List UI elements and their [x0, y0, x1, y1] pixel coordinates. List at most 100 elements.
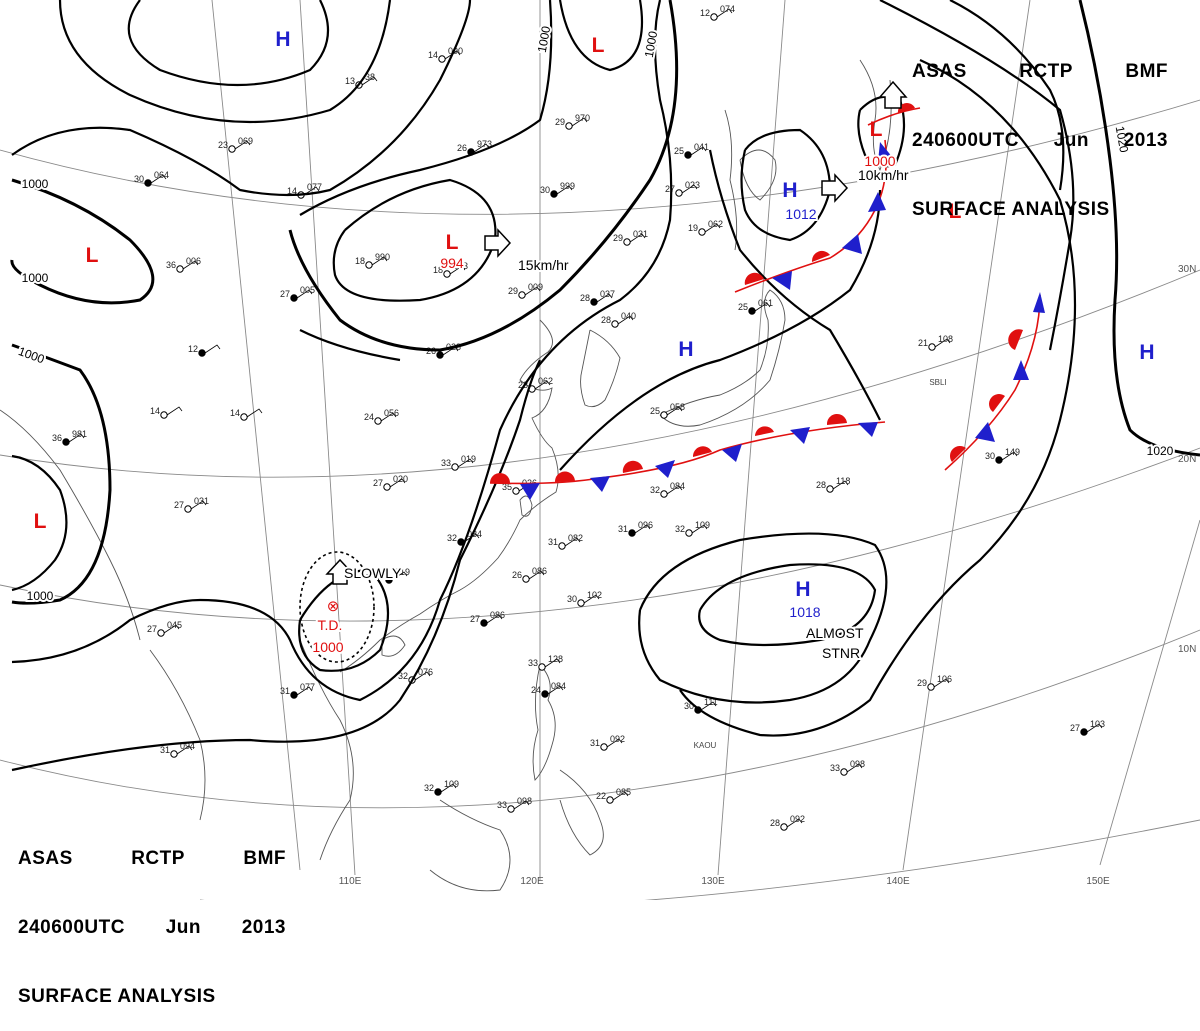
station-pressure: 098: [850, 759, 865, 769]
station-temperature: 22: [596, 791, 606, 801]
station-pressure: 085: [616, 787, 631, 797]
station-pressure: 990: [375, 252, 390, 262]
storm-pressure-label: 1000: [312, 639, 343, 655]
station-cloud-icon: [522, 575, 530, 583]
station-plot: 27 005: [280, 285, 315, 302]
station-plot: 30 149: [985, 447, 1020, 464]
wind-barb-icon: [934, 338, 951, 348]
header-line-1: ASAS RCTP BMF: [18, 847, 286, 870]
isobar: [638, 532, 888, 704]
isobar: [299, 329, 401, 362]
station-plot: 24 084: [531, 681, 566, 698]
station-temperature: 28: [816, 480, 826, 490]
station-pressure: 064: [154, 170, 169, 180]
station-pressure: 005: [300, 285, 315, 295]
wind-barb-icon: [204, 344, 221, 354]
station-pressure: 149: [1005, 447, 1020, 457]
isobar: [679, 58, 1077, 737]
station-pressure: 062: [538, 376, 553, 386]
station-temperature: 12: [700, 8, 710, 18]
pressure-centers: H L H L L H L L H L H: [34, 28, 1155, 601]
station-temperature: 14: [287, 186, 297, 196]
station-temperature: 32: [650, 485, 660, 495]
station-pressure: 041: [694, 142, 709, 152]
station-temperature: 25: [738, 302, 748, 312]
station-temperature: 12: [188, 344, 198, 354]
station-cloud-icon: [660, 490, 668, 498]
longitude-label: 110E: [339, 876, 362, 887]
meridian-line: [902, 0, 1031, 871]
station-plot: 32 109: [675, 520, 710, 537]
station-cloud-icon: [826, 485, 834, 493]
meridian-line: [1099, 519, 1200, 866]
station-cloud-icon: [623, 238, 631, 246]
wind-barb-icon: [246, 408, 263, 418]
station-plot: 19 062: [688, 219, 723, 236]
header-agency: ASAS: [18, 848, 73, 869]
station-plot: 26 086: [512, 566, 547, 583]
wind-barb-icon: [556, 185, 573, 195]
low-pressure-center: L: [86, 244, 99, 267]
station-plot: 27 023: [665, 180, 700, 197]
station-pressure: 062: [708, 219, 723, 229]
station-plot: 18 983: [433, 261, 468, 278]
station-pressure: 020: [393, 474, 408, 484]
station-temperature: 32: [675, 524, 685, 534]
station-plot: 31 077: [280, 682, 315, 699]
wind-barb-icon: [440, 783, 457, 793]
station-temperature: 28: [580, 293, 590, 303]
station-cloud-icon: [558, 542, 566, 550]
wind-barb-icon: [234, 140, 251, 150]
station-cloud-icon: [685, 529, 693, 537]
station-cloud-icon: [538, 663, 546, 671]
front-symbols-cold: [975, 292, 1045, 442]
wind-barb-icon: [1086, 723, 1103, 733]
station-plot: 33 019: [441, 454, 476, 471]
station-temperature: 32: [447, 533, 457, 543]
storm-area-circle: [299, 551, 375, 663]
map-header-bottom-left: ASAS RCTP BMF 240600UTC Jun 2013 SURFACE…: [18, 801, 286, 1031]
station-cloud-icon: [198, 349, 206, 357]
graticule: [0, 0, 1200, 900]
wind-barb-icon: [933, 678, 950, 688]
header-title: SURFACE ANALYSIS: [912, 199, 1110, 220]
station-plot: 33 128: [528, 654, 563, 671]
station-pressure: 023: [685, 180, 700, 190]
isobar: [11, 359, 541, 772]
station-temperature: 29: [613, 233, 623, 243]
isobar-value-label: 1000: [642, 30, 660, 59]
station-pressure: 38: [365, 72, 375, 82]
station-pressure: 019: [395, 567, 410, 577]
motion-arrow-icon: [878, 80, 908, 109]
station-temperature: 19: [688, 223, 698, 233]
station-temperature: 33: [830, 763, 840, 773]
station-cloud-icon: [480, 619, 488, 627]
wind-barb-icon: [596, 293, 613, 303]
coastline-indochina: [299, 639, 354, 861]
wind-barb-icon: [690, 146, 707, 156]
isobar-value-label: 1020: [1113, 125, 1131, 154]
wind-barb-icon: [681, 184, 698, 194]
wind-barb-icon: [612, 791, 629, 801]
station-temperature: 31: [590, 738, 600, 748]
station-temperature: 30: [684, 701, 694, 711]
isobar: [58, 0, 392, 124]
isobar: [559, 189, 882, 471]
high-pressure-center: H: [782, 179, 797, 202]
station-cloud-icon: [443, 270, 451, 278]
station-cloud-icon: [995, 456, 1003, 464]
isobar: [11, 0, 673, 702]
station-temperature: 14: [230, 408, 240, 418]
station-cloud-icon: [840, 768, 848, 776]
station-cloud-icon: [1080, 728, 1088, 736]
coastline-hokkaido: [739, 149, 777, 201]
coastline-japan: [659, 289, 786, 427]
wind-barb-icon: [583, 594, 600, 604]
station-pressure: 034: [467, 529, 482, 539]
station-cloud-icon: [780, 823, 788, 831]
meridian-line: [299, 0, 356, 876]
front-symbols-cold: [772, 142, 893, 290]
isobar: [11, 0, 472, 197]
station-temperature: 26: [512, 570, 522, 580]
isobar-value-label: 1000: [22, 271, 49, 285]
